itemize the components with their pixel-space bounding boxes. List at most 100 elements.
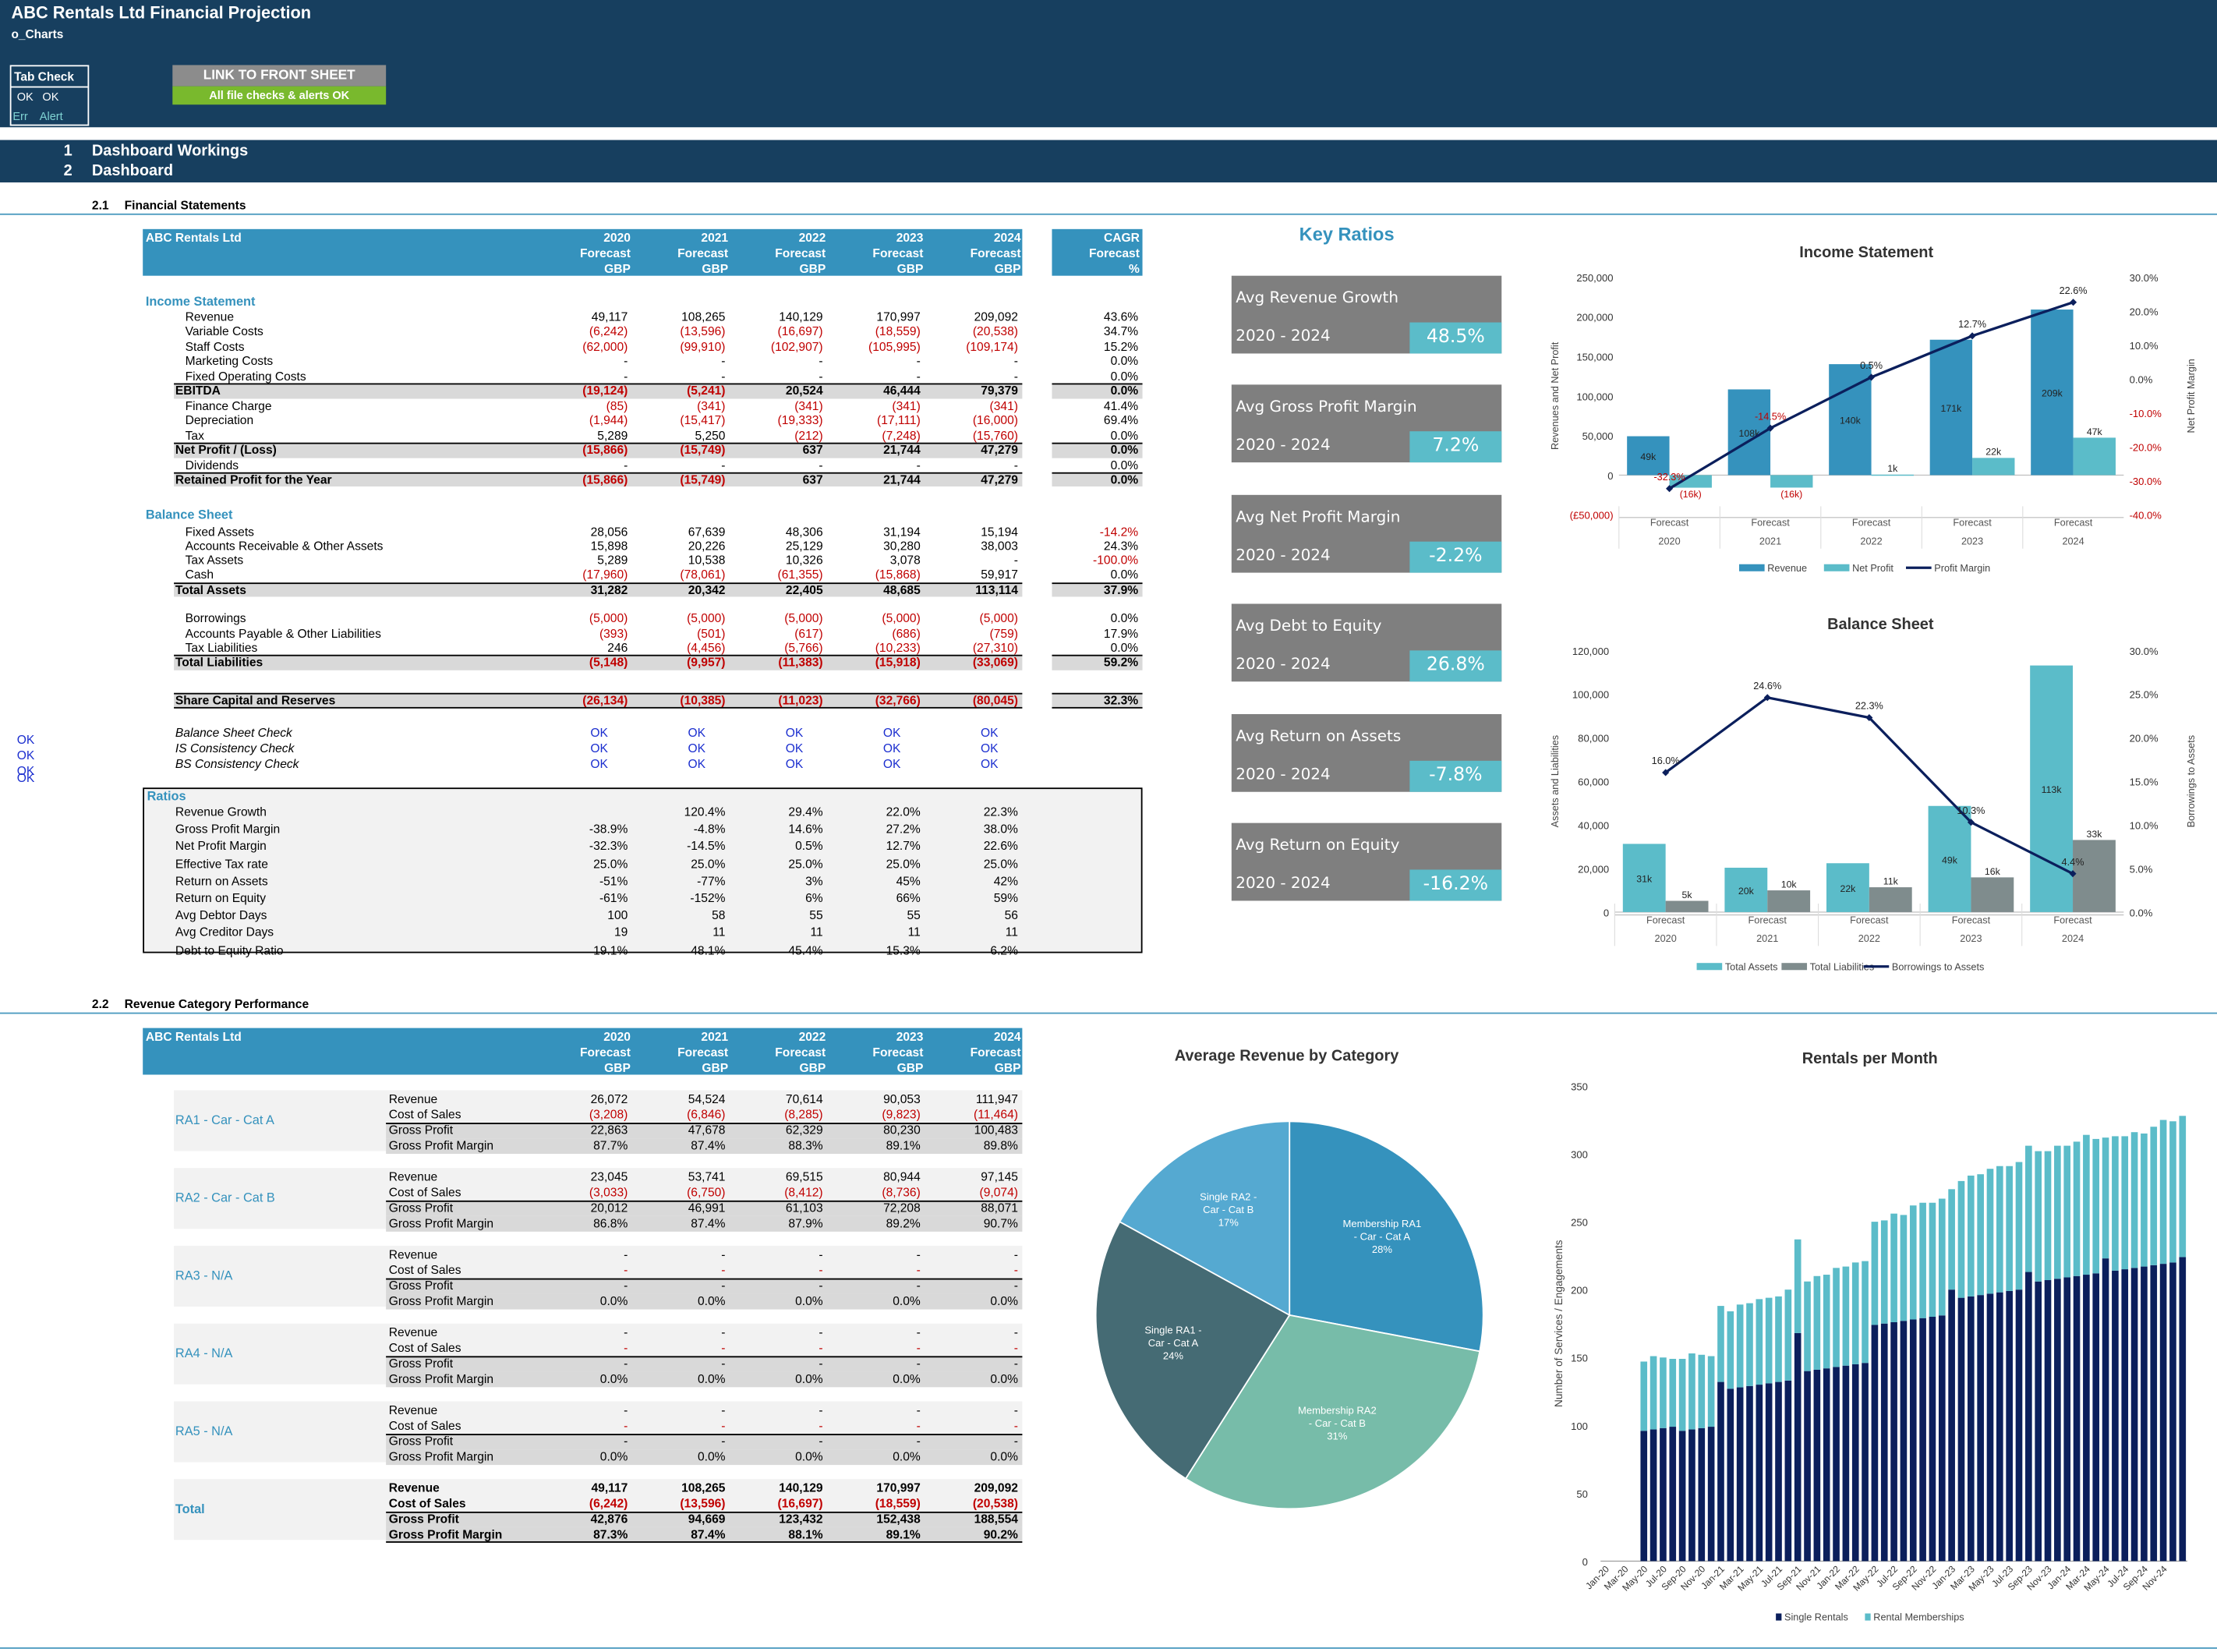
line-label: -32.3% <box>1653 472 1685 483</box>
row-value: 22,405 <box>785 582 823 596</box>
bar-single-rentals <box>1938 1315 1946 1562</box>
line-value: - <box>624 1340 628 1355</box>
key-ratio-value: 48.5% <box>1409 322 1502 354</box>
line-value: (9,074) <box>979 1184 1018 1200</box>
row-value: (99,910) <box>680 339 726 354</box>
line-value: 26,072 <box>590 1091 628 1106</box>
line-label: 10.3% <box>1957 805 1985 816</box>
year-header: 2024 <box>993 1029 1021 1044</box>
line-label: 24.6% <box>1753 681 1781 692</box>
line-point <box>1868 373 1876 381</box>
bar-rental-memberships <box>1775 1296 1782 1382</box>
divider <box>0 1647 2217 1649</box>
row-value: (5,000) <box>882 611 921 626</box>
row-label: Tax <box>185 427 204 442</box>
bar-label: 20k <box>1738 886 1755 897</box>
line-label: Gross Profit Margin <box>388 1449 494 1464</box>
bar-single-rentals <box>1784 1380 1792 1562</box>
line-value: - <box>819 1356 823 1371</box>
line-label: Cost of Sales <box>388 1418 461 1433</box>
section-1-dashboard-workings[interactable]: Dashboard Workings <box>91 143 249 160</box>
check-ok: OK <box>590 756 608 771</box>
cagr-value: 0.0% <box>1110 457 1139 472</box>
section-2-2-num: 2.2 <box>91 996 109 1011</box>
category-name: Total <box>175 1502 205 1516</box>
line-value: (11,464) <box>974 1107 1018 1122</box>
row-label: Net Profit / (Loss) <box>175 442 277 457</box>
row-label: Staff Costs <box>185 339 245 354</box>
bar-single-rentals <box>2121 1269 2129 1562</box>
currency-label: GBP <box>896 1060 924 1075</box>
y2-tick: 20.0% <box>2130 306 2159 317</box>
ratio-value: 15.3% <box>886 943 921 957</box>
year-header: 2022 <box>798 230 826 245</box>
bar-rental-memberships <box>1794 1239 1802 1333</box>
row-value: 637 <box>802 472 823 486</box>
link-to-front-sheet-button[interactable]: LINK TO FRONT SHEET <box>172 65 387 87</box>
row-value: (19,124) <box>582 383 628 398</box>
category-sub: Forecast <box>1953 518 1992 529</box>
line-value: (9,823) <box>882 1107 921 1122</box>
year-header: 2020 <box>603 230 631 245</box>
row-value: (102,907) <box>770 339 823 354</box>
bar-rental-memberships <box>2035 1151 2042 1282</box>
bar-rental-memberships <box>1746 1303 1753 1386</box>
y-tick: 100 <box>1571 1420 1588 1432</box>
bar-single-rentals <box>1775 1381 1782 1562</box>
category-label: 2020 <box>1658 536 1680 547</box>
y-tick: 60,000 <box>1578 776 1609 788</box>
line-value: 88.1% <box>788 1526 823 1542</box>
category-label: 2022 <box>1858 933 1880 944</box>
line-value: - <box>819 1418 823 1433</box>
legend-swatch <box>1776 1613 1782 1621</box>
row-value: - <box>1013 369 1018 384</box>
tab-check-ok-1: OK <box>16 90 34 104</box>
row-value: 5,289 <box>597 427 628 442</box>
line-label: Cost of Sales <box>388 1262 461 1277</box>
row-value: - <box>1013 457 1018 472</box>
section-2-dashboard[interactable]: Dashboard <box>91 162 174 180</box>
bar-single-rentals <box>1756 1385 1763 1562</box>
ratio-value: 25.0% <box>886 856 921 871</box>
bar-single-rentals <box>1851 1364 1859 1562</box>
y2-tick: -20.0% <box>2130 442 2162 454</box>
section-bar: 1 Dashboard Workings 2 Dashboard <box>0 140 2217 182</box>
key-ratio-label: Avg Net Profit Margin <box>1236 507 1401 526</box>
line-borrowings-to-assets <box>1664 696 2074 876</box>
row-bg <box>386 1449 1023 1466</box>
bar-single-rentals <box>1880 1323 1888 1562</box>
tab-check-ok-2: OK <box>42 90 59 104</box>
year-header: 2021 <box>701 230 729 245</box>
bar-rental-memberships <box>1698 1354 1706 1428</box>
category-sub: Forecast <box>1650 518 1689 529</box>
ratio-value: 48.1% <box>691 943 726 957</box>
key-ratio-period: 2020 - 2024 <box>1236 873 1331 893</box>
row-value: 20,524 <box>785 383 823 398</box>
row-label: Depreciation <box>185 412 254 428</box>
bar-single-rentals <box>1698 1427 1706 1562</box>
cagr-value: 43.6% <box>1103 310 1139 324</box>
category-sub: Forecast <box>1852 518 1891 529</box>
bar-single-rentals <box>1919 1318 1926 1562</box>
line-label: Revenue <box>388 1169 438 1184</box>
ratio-value: -77% <box>697 873 726 888</box>
bar-single-rentals <box>2179 1257 2187 1562</box>
line-label: Gross Profit <box>388 1434 454 1449</box>
bar-rental-memberships <box>1660 1357 1667 1428</box>
line-label: 4.4% <box>2062 857 2084 868</box>
row-value: 30,280 <box>883 538 921 553</box>
line-value: (20,538) <box>972 1496 1018 1511</box>
pie-slice <box>1094 1220 1291 1480</box>
check-ok: OK <box>882 741 901 755</box>
row-value: - <box>624 369 628 384</box>
tab-check-err: Err <box>12 110 28 123</box>
bar-total-liabilities <box>1767 890 1811 912</box>
line-value: 87.4% <box>691 1526 726 1542</box>
row-value: 20,226 <box>688 538 726 553</box>
line-value: 0.0% <box>990 1293 1018 1308</box>
line-label: Gross Profit Margin <box>388 1526 503 1542</box>
bar-revenue <box>1929 339 1973 476</box>
key-ratio-card: Avg Return on Equity 2020 - 2024 -16.2% <box>1231 822 1502 901</box>
bar-single-rentals <box>2150 1265 2158 1562</box>
row-value: 637 <box>802 442 823 457</box>
